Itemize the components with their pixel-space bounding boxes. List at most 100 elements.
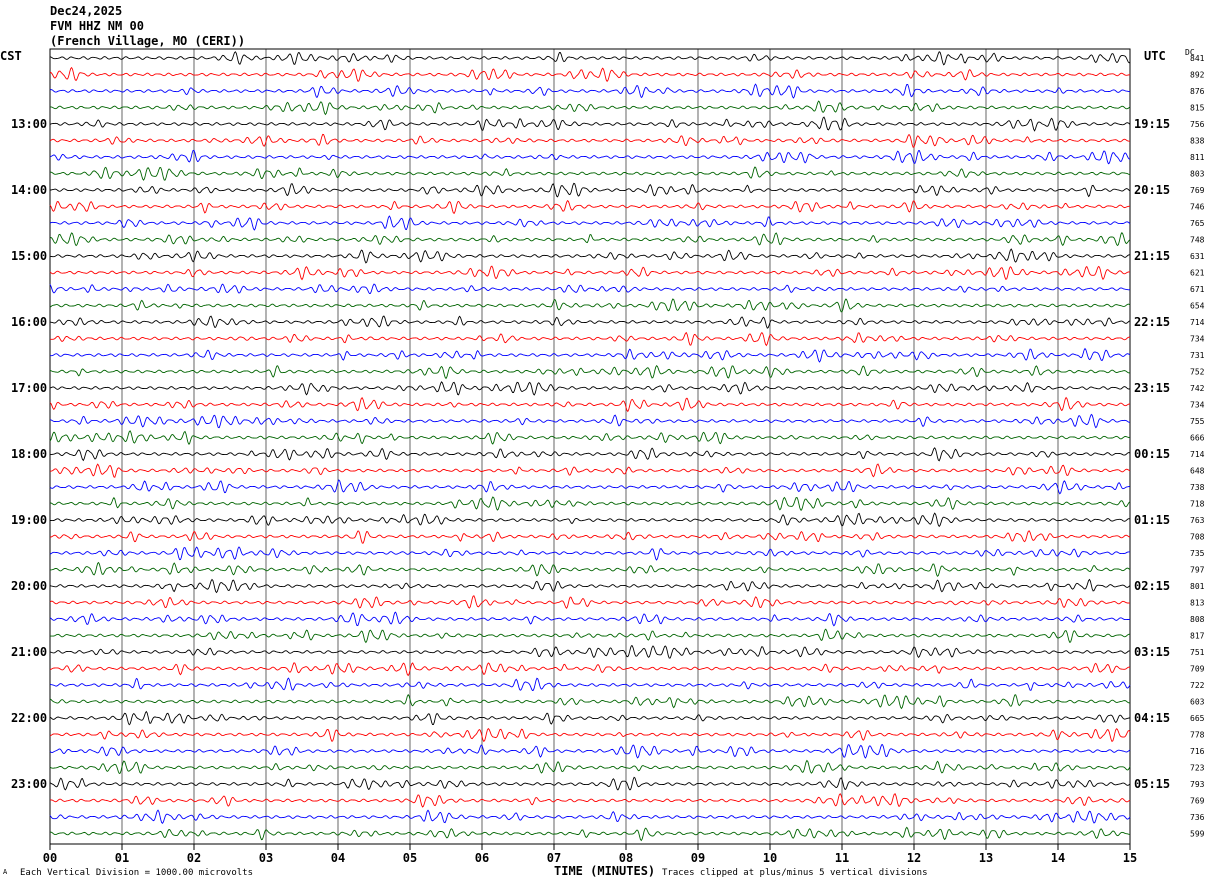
seismic-trace	[49, 298, 1131, 313]
seismic-trace	[49, 231, 1131, 247]
seismic-trace	[50, 331, 1131, 347]
x-tick-label: 05	[403, 851, 417, 865]
seismic-trace	[49, 347, 1131, 363]
x-tick-label: 01	[115, 851, 129, 865]
cst-hour-label: 19:00	[11, 513, 47, 527]
seismic-trace	[50, 463, 1131, 478]
dc-offset-label: 716	[1190, 747, 1205, 756]
dc-offset-label: 756	[1190, 120, 1205, 129]
dc-offset-label: 769	[1190, 186, 1205, 195]
seismic-trace	[49, 727, 1131, 743]
utc-hour-label: 21:15	[1134, 249, 1170, 263]
seismic-trace	[49, 496, 1131, 511]
cst-hour-label: 20:00	[11, 579, 47, 593]
dc-offset-label: 734	[1190, 401, 1205, 410]
dc-offset-label: 718	[1190, 500, 1205, 509]
dc-offset-label: 815	[1190, 104, 1205, 113]
cst-hour-label: 23:00	[11, 777, 47, 791]
cst-hour-label: 18:00	[11, 447, 47, 461]
dc-offset-label: 736	[1190, 813, 1205, 822]
x-axis-label: TIME (MINUTES)	[554, 864, 656, 878]
scale-note: Each Vertical Division = 1000.00 microvo…	[20, 868, 253, 878]
seismic-trace	[49, 447, 1131, 462]
seismic-trace	[49, 595, 1130, 609]
dc-offset-label: 763	[1190, 516, 1205, 525]
dc-offset-label: 603	[1190, 698, 1205, 707]
dc-offset-label: 811	[1190, 153, 1205, 162]
cst-hour-label: 16:00	[11, 315, 47, 329]
dc-offset-label: 631	[1190, 252, 1205, 261]
seismic-trace	[49, 381, 1131, 396]
seismic-trace	[50, 100, 1131, 116]
seismic-trace	[49, 51, 1131, 66]
seismic-trace	[49, 826, 1131, 842]
x-tick-label: 14	[1051, 851, 1065, 865]
seismic-trace	[50, 793, 1131, 808]
x-tick-label: 13	[979, 851, 993, 865]
dc-offset-label: 793	[1190, 780, 1205, 789]
corner-mark: A	[3, 868, 8, 876]
utc-hour-label: 00:15	[1134, 447, 1170, 461]
x-tick-label: 03	[259, 851, 273, 865]
dc-offset-label: 803	[1190, 170, 1205, 179]
dc-offset-label: 735	[1190, 549, 1205, 558]
cst-hour-label: 15:00	[11, 249, 47, 263]
station-label: FVM HHZ NM 00	[50, 19, 144, 33]
dc-offset-label: 738	[1190, 483, 1205, 492]
dc-offset-label: 755	[1190, 417, 1205, 426]
utc-hour-label: 20:15	[1134, 183, 1170, 197]
location-label: (French Village, MO (CERI))	[50, 34, 246, 48]
cst-hour-label: 14:00	[11, 183, 47, 197]
utc-hour-label: 22:15	[1134, 315, 1170, 329]
seismic-trace	[49, 315, 1131, 329]
clip-note: Traces clipped at plus/minus 5 vertical …	[662, 868, 928, 878]
cst-hour-label: 22:00	[11, 711, 47, 725]
dc-offset-label: 734	[1190, 335, 1205, 344]
seismic-trace	[50, 66, 1131, 83]
utc-hour-label: 04:15	[1134, 711, 1170, 725]
seismic-trace	[49, 83, 1131, 99]
x-tick-label: 11	[835, 851, 849, 865]
dc-offset-label: 714	[1190, 318, 1205, 327]
left-timezone-label: CST	[0, 49, 22, 63]
dc-offset-label: 751	[1190, 648, 1205, 657]
dc-offset-label: 708	[1190, 533, 1205, 542]
seismic-trace	[50, 512, 1131, 528]
seismic-trace	[49, 710, 1131, 726]
seismic-trace	[49, 248, 1130, 264]
dc-offset-label: 876	[1190, 87, 1205, 96]
x-tick-label: 12	[907, 851, 921, 865]
x-tick-label: 02	[187, 851, 201, 865]
x-tick-label: 06	[475, 851, 489, 865]
x-tick-label: 15	[1123, 851, 1137, 865]
dc-offset-label: 722	[1190, 681, 1205, 690]
dc-offset-label: 813	[1190, 599, 1205, 608]
cst-hour-label: 21:00	[11, 645, 47, 659]
seismic-trace	[49, 693, 1131, 710]
dc-offset-label: 746	[1190, 203, 1205, 212]
seismic-trace	[49, 182, 1131, 198]
dc-offset-label: 671	[1190, 285, 1205, 294]
cst-hour-label: 17:00	[11, 381, 47, 395]
seismic-trace	[49, 662, 1131, 677]
dc-offset-label: 714	[1190, 450, 1205, 459]
x-tick-label: 10	[763, 851, 777, 865]
seismic-trace	[49, 116, 1131, 132]
seismic-trace	[49, 744, 1131, 759]
dc-offset-label: 841	[1190, 54, 1205, 63]
seismic-trace	[49, 479, 1131, 495]
x-tick-label: 04	[331, 851, 345, 865]
plot-frame	[49, 48, 1131, 845]
date-label: Dec24,2025	[50, 4, 123, 18]
dc-offset-label: 808	[1190, 615, 1205, 624]
seismic-trace	[49, 283, 1131, 294]
dc-offset-label: 797	[1190, 566, 1205, 575]
utc-hour-label: 19:15	[1134, 117, 1170, 131]
right-timezone-label: UTC	[1144, 49, 1166, 63]
dc-offset-label: 654	[1190, 302, 1205, 311]
seismic-trace	[49, 578, 1131, 594]
seismic-trace	[49, 365, 1131, 380]
dc-offset-label: 723	[1190, 764, 1205, 773]
seismic-trace	[49, 265, 1130, 281]
seismic-trace	[49, 561, 1131, 577]
